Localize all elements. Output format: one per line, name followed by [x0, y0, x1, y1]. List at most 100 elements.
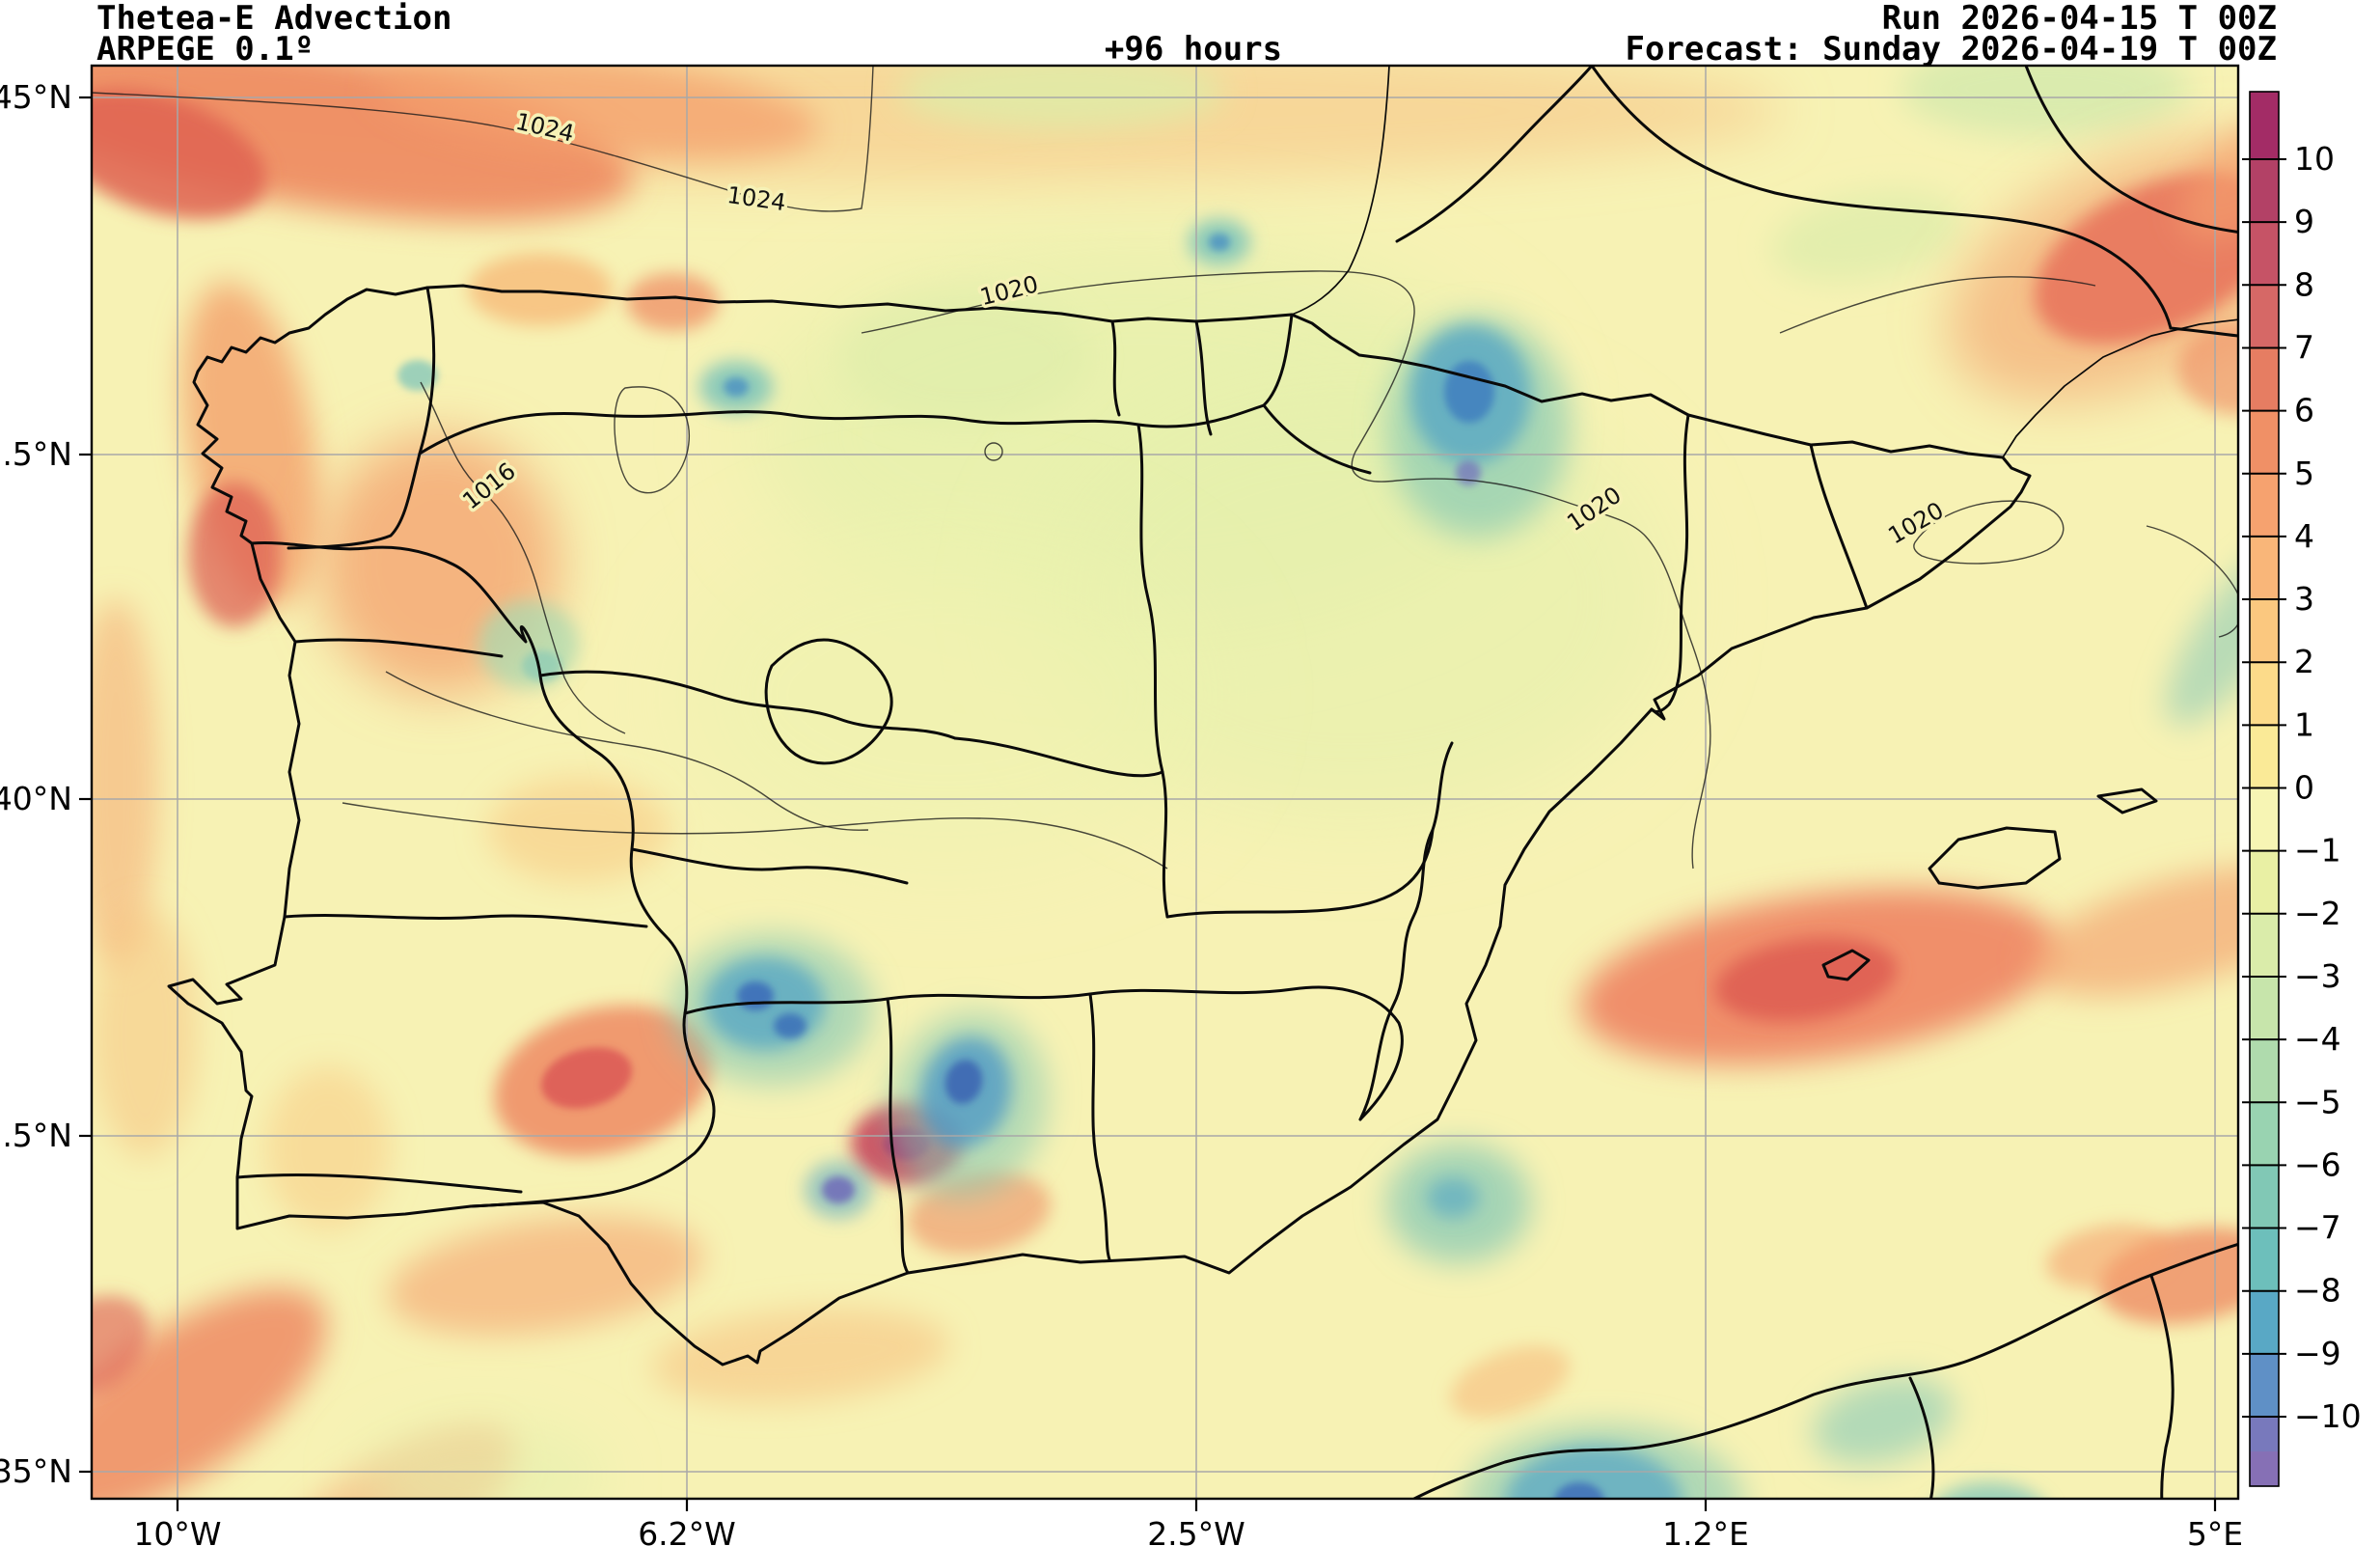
advection-blob [468, 253, 613, 326]
colorbar-tick-label: −8 [2294, 1272, 2341, 1310]
mallorca-island [1928, 826, 2062, 890]
advection-blob [944, 1060, 983, 1104]
colorbar-tick-label: 0 [2294, 769, 2314, 807]
x-tick-label: 2.5°W [1147, 1515, 1245, 1546]
madrid-border [764, 638, 893, 765]
andalucia-inner-border-2 [1088, 992, 1111, 1261]
colorbar-tick-label: 1 [2294, 705, 2314, 743]
aragon-catalonia-border [1650, 413, 1690, 713]
colorbar-tick-label: −4 [2294, 1020, 2341, 1058]
iberia-coastline [167, 284, 2032, 1367]
advection-blob [92, 1295, 150, 1397]
advection-blob [92, 1287, 327, 1499]
advection-blob [1714, 937, 1898, 1022]
colorbar-segment [2250, 285, 2279, 349]
colorbar-tick-label: 8 [2294, 265, 2314, 303]
advection-field-blobs [92, 66, 2238, 1546]
murcia-border [1358, 741, 1454, 1121]
colorbar-tick-label: 7 [2294, 328, 2314, 366]
colorbar-segment [2250, 473, 2279, 538]
lead-time-label: +96 hours [1105, 30, 1282, 69]
colorbar-segment [2250, 1451, 2279, 1487]
advection-blob [675, 521, 1216, 869]
clm-inner-border [953, 736, 1164, 778]
advection-blob [724, 377, 749, 397]
colorbar-segment [2250, 1353, 2279, 1418]
andalucia-north-border [683, 985, 1404, 1121]
cantabrian-border [418, 313, 1294, 456]
france-mediterranean-coast [2002, 318, 2238, 458]
advection-blob [1901, 66, 2190, 137]
isobar-1020-balearic-loop [1913, 500, 2065, 565]
isobar-1024 [92, 66, 874, 212]
colorbar-segment [2250, 976, 2279, 1040]
africa-border-2 [2149, 1274, 2175, 1499]
aragon-border [1136, 423, 1169, 919]
colorbar-segment [2250, 599, 2279, 663]
advection-blob [92, 89, 266, 220]
colorbar-segment [2250, 1165, 2279, 1229]
advection-blob [357, 1419, 608, 1499]
portugal-district-1 [293, 638, 504, 658]
y-tick-label: 45°N [0, 78, 72, 116]
advection-blob [387, 1216, 703, 1336]
colorbar-tick-label: −9 [2294, 1335, 2341, 1372]
model-label: ARPEGE 0.1º [96, 30, 314, 69]
advection-blob [626, 273, 719, 331]
colorbar-segment [2250, 222, 2279, 286]
y-tick-label: 40°N [0, 780, 72, 817]
advection-blob [774, 1013, 807, 1038]
colorbar-tick-label: −5 [2294, 1083, 2341, 1120]
isobar-1020-north [861, 270, 1711, 870]
y-tick-label: 35°N [0, 1452, 72, 1490]
colorbar-segment [2250, 1102, 2279, 1166]
advection-blob [1427, 1177, 1479, 1218]
advection-blob [1209, 234, 1230, 251]
isobar-south [342, 802, 1168, 870]
advection-blob [188, 483, 281, 627]
chart-title: Thetea-E Advection [96, 0, 451, 38]
plot-frame [90, 64, 2240, 1501]
france-region-border-4 [2169, 326, 2238, 338]
isobar-1020-ne [1779, 276, 2096, 334]
colorbar-segment [2250, 913, 2279, 978]
colorbar-segment [2250, 410, 2279, 475]
valencia-border [1165, 828, 1435, 919]
advection-blob [1622, 1516, 1662, 1546]
colorbar-tick-label: 9 [2294, 203, 2314, 240]
advection-blob [522, 650, 562, 681]
y-tick-label: 42.5°N [0, 435, 72, 473]
africa-coastline [1410, 1242, 2238, 1499]
colorbar-segment [2250, 1228, 2279, 1292]
andalucia-inner-border-1 [886, 997, 910, 1275]
advection-blob [2045, 1224, 2171, 1289]
x-tick-label: 5°E [2187, 1515, 2243, 1546]
y-axis-ticks: 45°N 42.5°N 40°N 37.5°N 35°N [0, 78, 92, 1490]
portugal-district-2 [283, 914, 648, 928]
ibiza-island [1821, 949, 1871, 981]
advection-blob [2178, 116, 2238, 241]
advection-blob [540, 1047, 633, 1109]
colorbar-tick-label: −3 [2294, 957, 2341, 995]
advection-blob [265, 1066, 391, 1230]
colorbar-segment [2250, 92, 2279, 160]
x-tick-label: 1.2°E [1662, 1515, 1749, 1546]
colorbar-segment [2250, 159, 2279, 223]
advection-blob [92, 66, 634, 222]
colorbar-tick-label: 4 [2294, 517, 2314, 555]
france-region-border-2 [1590, 66, 2173, 330]
advection-blob [737, 981, 774, 1010]
advection-blob [1938, 1482, 2040, 1499]
x-axis-ticks: 10°W 6.2°W 2.5°W 1.2°E 5°E [133, 1499, 2243, 1546]
advection-blob [651, 1308, 950, 1404]
y-tick-label: 37.5°N [0, 1117, 72, 1154]
navarra-border [1194, 319, 1213, 436]
isobar-1016 [420, 381, 626, 734]
advection-blob [397, 360, 438, 391]
advection-blob [1449, 1345, 1571, 1419]
x-tick-label: 10°W [133, 1515, 221, 1546]
x-tick-label: 6.2°W [638, 1515, 736, 1546]
